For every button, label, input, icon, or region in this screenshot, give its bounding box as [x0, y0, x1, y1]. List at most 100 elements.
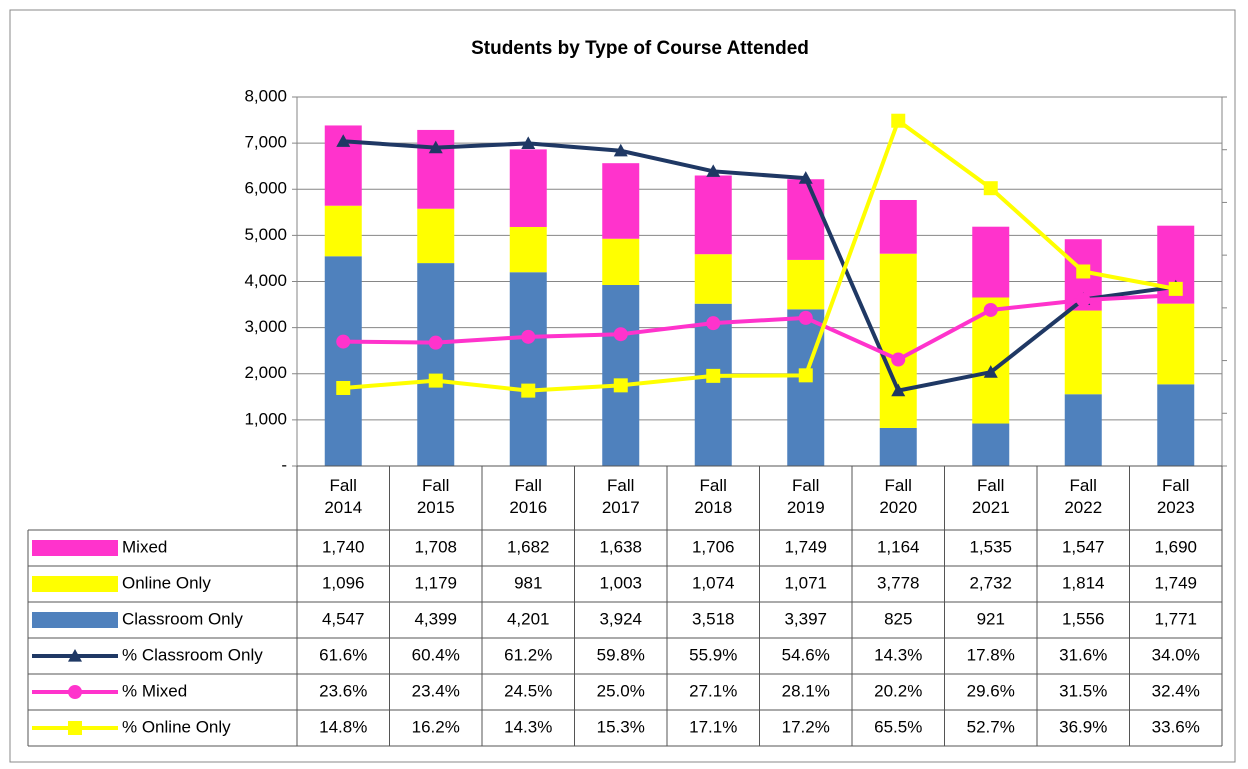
table-cell: 921	[977, 609, 1005, 628]
marker	[68, 649, 82, 662]
table-cell: 34.0%	[1152, 645, 1200, 664]
table-cell: 14.3%	[874, 645, 922, 664]
y-tick-label: 3,000	[244, 317, 287, 336]
marker	[521, 136, 536, 149]
marker	[68, 721, 82, 735]
table-cell: 52.7%	[967, 717, 1015, 736]
x-tick-label: Fall 2017	[601, 476, 640, 517]
y-tick-label: -	[281, 455, 287, 474]
bar	[1157, 384, 1195, 466]
bar	[509, 226, 547, 273]
bar	[879, 199, 917, 254]
bar	[417, 263, 455, 466]
legend-marker	[68, 649, 82, 662]
table-cell: 3,778	[877, 573, 920, 592]
table-cell: 23.6%	[319, 681, 367, 700]
legend-marker	[68, 721, 82, 735]
y-tick-label: 2,000	[244, 363, 287, 382]
marker	[891, 383, 906, 397]
line	[343, 139, 1177, 393]
marker	[613, 143, 628, 157]
table-cell: 981	[514, 573, 542, 592]
bar	[602, 285, 640, 466]
table-cell: 60.4%	[412, 645, 460, 664]
legend-label: % Mixed	[122, 681, 187, 700]
legend-label: % Classroom Only	[122, 645, 263, 664]
table-cell: 2,732	[969, 573, 1012, 592]
table-cell: 3,518	[692, 609, 735, 628]
bar	[602, 163, 640, 239]
table-cell: 23.4%	[412, 681, 460, 700]
table-cell: 28.1%	[782, 681, 830, 700]
x-tick-label: Fall 2023	[1156, 476, 1195, 517]
marker	[891, 113, 906, 128]
x-tick-label: Fall 2022	[1064, 476, 1103, 517]
marker	[798, 171, 813, 184]
table-cell: 1,771	[1154, 609, 1197, 628]
bar	[694, 254, 732, 304]
table-cell: 1,547	[1062, 537, 1105, 556]
marker	[1076, 264, 1091, 279]
table-cell: 1,749	[784, 537, 827, 556]
marker	[1168, 281, 1183, 296]
table-cell: 1,749	[1154, 573, 1197, 592]
table-cell: 15.3%	[597, 717, 645, 736]
table-cell: 1,706	[692, 537, 735, 556]
bar	[972, 226, 1010, 298]
marker	[336, 334, 351, 349]
marker	[706, 316, 721, 331]
table-cell: 54.6%	[782, 645, 830, 664]
legend-label: % Online Only	[122, 717, 231, 736]
y-tick-label: 8,000	[244, 86, 287, 105]
bar	[787, 259, 825, 310]
y-tick-label: 6,000	[244, 179, 287, 198]
table-cell: 1,535	[969, 537, 1012, 556]
legend-label: Online Only	[122, 573, 211, 592]
marker	[428, 335, 443, 350]
table-cell: 1,164	[877, 537, 920, 556]
marker	[68, 685, 82, 699]
marker	[521, 383, 536, 398]
table-cell: 27.1%	[689, 681, 737, 700]
bar	[972, 423, 1010, 466]
bar	[602, 238, 640, 286]
marker	[613, 327, 628, 342]
table-cell: 1,003	[599, 573, 642, 592]
marker	[706, 368, 721, 383]
marker	[983, 365, 998, 378]
bar	[694, 175, 732, 255]
line	[343, 293, 1176, 362]
table-cell: 59.8%	[597, 645, 645, 664]
x-tick-label: Fall 2016	[509, 476, 548, 517]
y-tick-label: 1,000	[244, 409, 287, 428]
table-cell: 14.3%	[504, 717, 552, 736]
bar	[324, 205, 362, 257]
marker	[1076, 292, 1091, 307]
chart-title: Students by Type of Course Attended	[471, 38, 809, 59]
bar	[1064, 310, 1102, 395]
table-cell: 29.6%	[967, 681, 1015, 700]
marker	[891, 352, 906, 367]
marker	[428, 140, 443, 154]
marker	[336, 134, 351, 147]
table-cell: 1,096	[322, 573, 365, 592]
x-tick-label: Fall 2015	[416, 476, 455, 517]
table-cell: 1,814	[1062, 573, 1105, 592]
table-cell: 17.2%	[782, 717, 830, 736]
legend-key	[32, 540, 118, 556]
bar	[879, 427, 917, 466]
table-cell: 24.5%	[504, 681, 552, 700]
marker	[521, 329, 536, 344]
table-cell: 17.8%	[967, 645, 1015, 664]
x-tick-label: Fall 2020	[879, 476, 918, 517]
bar	[509, 149, 547, 227]
bar	[787, 179, 825, 260]
marker	[336, 380, 351, 395]
legend-key	[32, 576, 118, 592]
table-cell: 25.0%	[597, 681, 645, 700]
table-cell: 31.6%	[1059, 645, 1107, 664]
table-cell: 33.6%	[1152, 717, 1200, 736]
table-cell: 1,690	[1154, 537, 1197, 556]
